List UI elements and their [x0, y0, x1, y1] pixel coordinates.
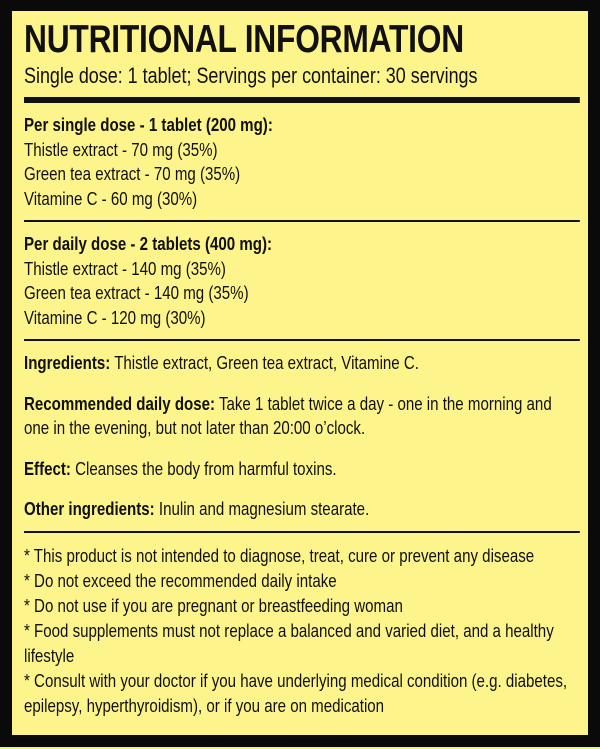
serving-info: Single dose: 1 tablet; Servings per cont… — [24, 63, 478, 88]
recommended-dose: Recommended daily dose: Take 1 tablet tw… — [24, 392, 578, 441]
single-dose-item: Vitamine C - 60 mg (30%) — [24, 187, 198, 209]
other-ingredients: Other ingredients: Inulin and magnesium … — [24, 497, 578, 522]
divider — [24, 530, 580, 533]
recommended-dose-text: Take 1 tablet twice a day - one in the m… — [24, 392, 552, 439]
single-dose-item: Green tea extract - 70 mg (35%) — [24, 163, 241, 184]
divider-thick — [24, 97, 580, 103]
other-ingredients-text: Inulin and magnesium stearate. — [154, 498, 370, 519]
effect-text: Cleanses the body from harmful toxins. — [70, 457, 337, 479]
disclaimer: * Do not use if you are pregnant or brea… — [24, 594, 403, 616]
ingredients-label: Ingredients: — [24, 352, 111, 373]
single-dose-heading: Per single dose - 1 tablet (200 mg): — [24, 114, 273, 135]
ingredients: Ingredients: Thistle extract, Green tea … — [24, 351, 578, 376]
label-title: NUTRITIONAL INFORMATION — [24, 18, 464, 61]
divider — [24, 339, 580, 341]
effect: Effect: Cleanses the body from harmful t… — [24, 457, 578, 482]
recommended-dose-label: Recommended daily dose: — [24, 392, 216, 414]
disclaimers: * This product is not intended to diagno… — [24, 543, 578, 718]
other-ingredients-label: Other ingredients: — [24, 498, 155, 519]
disclaimer: * Food supplements must not replace a ba… — [24, 619, 554, 666]
ingredients-text: Thistle extract, Green tea extract, Vita… — [110, 352, 419, 373]
daily-dose-section: Per daily dose - 2 tablets (400 mg): Thi… — [24, 232, 578, 330]
nutrition-label: NUTRITIONAL INFORMATION Single dose: 1 t… — [24, 18, 580, 718]
daily-dose-heading: Per daily dose - 2 tablets (400 mg): — [24, 233, 273, 254]
daily-dose-item: Green tea extract - 140 mg (35%) — [24, 282, 249, 303]
disclaimer: * This product is not intended to diagno… — [24, 544, 535, 566]
single-dose-section: Per single dose - 1 tablet (200 mg): Thi… — [24, 113, 578, 211]
disclaimer: * Consult with your doctor if you have u… — [24, 669, 568, 716]
divider — [24, 220, 580, 222]
single-dose-item: Thistle extract - 70 mg (35%) — [24, 138, 218, 160]
daily-dose-item: Vitamine C - 120 mg (30%) — [24, 306, 206, 328]
disclaimer: * Do not exceed the recommended daily in… — [24, 569, 337, 591]
daily-dose-item: Thistle extract - 140 mg (35%) — [24, 257, 226, 279]
effect-label: Effect: — [24, 457, 71, 479]
